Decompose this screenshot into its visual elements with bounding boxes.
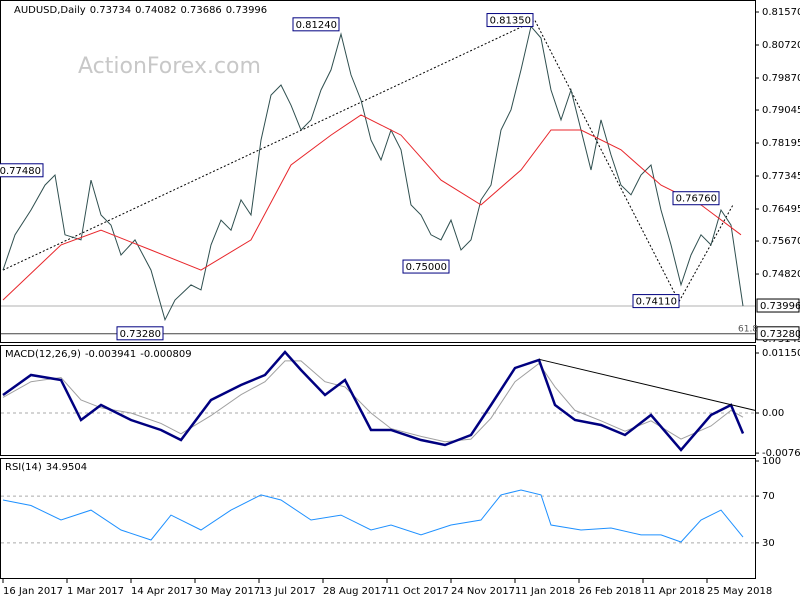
- x-tick-label: 26 Feb 2018: [579, 586, 641, 597]
- watermark: ActionForex.com: [78, 54, 261, 79]
- axis-price-label: 0.73280: [760, 329, 800, 340]
- header-part: 0.73686: [180, 5, 221, 16]
- panel-header: AUDUSD,Daily 0.73734 0.74082 0.73686 0.73996: [14, 5, 267, 16]
- y-tick-label: -0.007694: [762, 448, 800, 459]
- annotation-label: 0.74110: [636, 297, 677, 308]
- annotation-box: [486, 13, 534, 28]
- x-tick-label: 11 Oct 2017: [387, 586, 449, 597]
- y-tick-label: 0.011508: [762, 348, 800, 359]
- macd-trendline: [538, 358, 756, 411]
- x-tick-label: 30 May 2017: [195, 586, 260, 597]
- macd-line: [2, 350, 745, 452]
- y-tick-label: 0.81570: [762, 7, 800, 18]
- y-tick-label: 30: [762, 538, 775, 549]
- header-part: -0.000809: [140, 349, 191, 360]
- annotation-label: 0.81350: [490, 16, 531, 27]
- x-tick-label: 13 Jul 2017: [259, 586, 316, 597]
- annotation-box: [116, 326, 164, 341]
- y-tick-label: 100: [762, 456, 781, 467]
- macd-panel: [0, 345, 756, 456]
- annotation-label: 0.81240: [296, 20, 337, 31]
- annotation-box: [0, 163, 44, 178]
- y-tick-label: 0.75670: [762, 236, 800, 247]
- axis-price-box: [756, 298, 800, 313]
- header-part: RSI(14): [5, 462, 42, 473]
- annotation-box: [632, 294, 680, 309]
- x-tick-label: 16 Jan 2017: [3, 586, 63, 597]
- annotation-box: [402, 259, 450, 274]
- trendline: [534, 20, 680, 302]
- header-part: 0.73996: [226, 5, 267, 16]
- panel-header: RSI(14) 34.9504: [5, 462, 87, 473]
- rsi-line: [2, 489, 744, 543]
- y-tick-label: 0.77345: [762, 171, 800, 182]
- header-part: AUDUSD,Daily: [14, 5, 86, 16]
- y-tick-label: 70: [762, 491, 775, 502]
- macd-signal: [2, 360, 744, 443]
- y-tick-label: 0.79045: [762, 105, 800, 116]
- trendline: [678, 204, 734, 302]
- annotation-label: 0.76760: [676, 194, 717, 205]
- annotation-label: 0.77480: [0, 166, 41, 177]
- panel-header: MACD(12,26,9) -0.003941 -0.000809: [5, 349, 192, 360]
- y-tick-label: 0.80720: [762, 40, 800, 51]
- header-part: MACD(12,26,9): [5, 349, 81, 360]
- x-tick-label: 14 Apr 2017: [131, 586, 193, 597]
- x-tick-label: 28 Aug 2017: [323, 586, 387, 597]
- annotation-label: 0.73280: [120, 329, 161, 340]
- rsi-panel: [0, 458, 756, 579]
- annotation-box: [672, 191, 720, 206]
- moving-average: [2, 114, 742, 301]
- x-tick-label: 24 Nov 2017: [451, 586, 515, 597]
- x-tick-label: 11 Apr 2018: [643, 586, 705, 597]
- y-tick-label: 0.79870: [762, 73, 800, 84]
- x-tick-label: 11 Jan 2018: [515, 586, 575, 597]
- y-tick-label: 0.78195: [762, 138, 800, 149]
- y-tick-label: 0.00: [762, 408, 784, 419]
- y-tick-label: 0.76495: [762, 204, 800, 215]
- header-part: 0.73734: [90, 5, 131, 16]
- header-part: 34.9504: [46, 462, 87, 473]
- y-tick-label: 0.74820: [762, 269, 800, 280]
- x-tick-label: 25 May 2018: [707, 586, 772, 597]
- fib-label: 61.8: [738, 324, 758, 334]
- trendline: [2, 20, 536, 271]
- annotation-box: [292, 17, 340, 32]
- annotation-label: 0.75000: [406, 262, 447, 273]
- header-part: -0.003941: [85, 349, 136, 360]
- axis-price-label: 0.73996: [760, 301, 800, 312]
- header-part: 0.74082: [135, 5, 176, 16]
- axis-price-box: [756, 326, 800, 341]
- x-tick-label: 1 Mar 2017: [67, 586, 124, 597]
